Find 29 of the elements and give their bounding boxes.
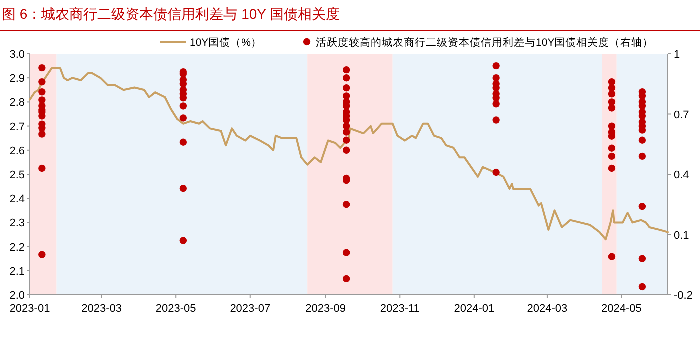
y2-tick-label: 0.4 <box>674 170 690 182</box>
y-tick-label: 2.0 <box>10 290 25 302</box>
x-tick-label: 2023-09 <box>306 303 346 315</box>
y2-tick-label: 0.7 <box>674 109 690 122</box>
y-tick-label: 2.6 <box>10 145 25 158</box>
x-tick-label: 2023-07 <box>230 303 271 315</box>
y-tick-label: 2.7 <box>10 121 25 134</box>
x-tick-label: 2023-11 <box>380 303 420 315</box>
chart-title: 图 6：城农商行二级资本债信用利差与 10Y 国债相关度 <box>2 6 340 22</box>
x-tick-label: 2023-01 <box>10 303 50 315</box>
y-tick-label: 2.9 <box>10 73 25 86</box>
y-tick-label: 2.8 <box>10 97 25 110</box>
y-tick-label: 2.5 <box>10 170 25 182</box>
y-tick-label: 2.2 <box>10 242 25 254</box>
line-series <box>29 67 669 241</box>
legend-label: 10Y国债（%） <box>190 37 262 49</box>
y2-tick-label: 1 <box>674 49 680 61</box>
x-tick-label: 2023-03 <box>82 303 122 315</box>
x-tick-label: 2024-03 <box>527 303 568 315</box>
y-tick-label: 2.4 <box>10 194 25 206</box>
y-tick-label: 3.0 <box>10 49 25 61</box>
x-tick-label: 2023-05 <box>156 303 196 315</box>
y2-tick-label: -0.2 <box>674 290 693 302</box>
y2-tick-label: 0.1 <box>674 230 690 242</box>
legend-label: 活跃度较高的城农商行二级资本债信用利差与10Y国债相关度（右轴） <box>316 36 654 49</box>
y-tick-label: 2.3 <box>10 218 25 230</box>
y-tick-label: 2.1 <box>10 266 25 278</box>
x-tick-label: 2024-05 <box>602 303 642 315</box>
x-tick-label: 2024-01 <box>454 303 495 315</box>
